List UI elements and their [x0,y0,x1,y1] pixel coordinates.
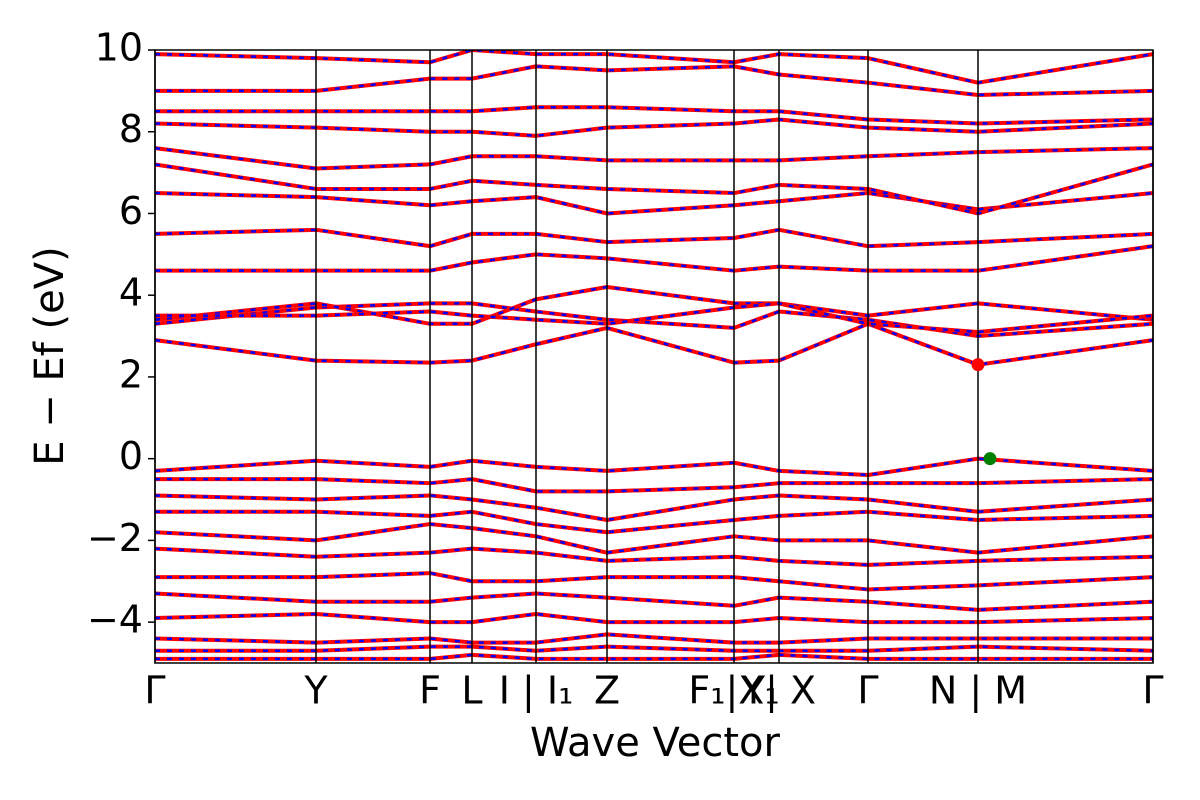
y-tick-label: 8 [119,107,143,151]
x-tick-label: Y [303,669,328,713]
band-line [155,227,1153,249]
x-tick-label: N | M [929,669,1027,714]
y-tick-label: −2 [87,516,143,560]
x-tick-label: Y| X [741,669,816,714]
band-line-dashed [155,228,1153,248]
y-axis-label: E − Ef (eV) [27,246,73,465]
y-tick-label: −4 [87,598,143,642]
band-line [155,493,1153,522]
band-line [155,191,1153,216]
y-tick-label: 0 [119,434,143,478]
band-line [155,477,1153,494]
x-tick-label: L [461,669,482,713]
band-line [155,571,1153,592]
band-line [155,652,1153,661]
band-line [155,611,1153,625]
plot-frame [154,49,1154,664]
band-line [155,509,1153,535]
band-line [155,644,1153,653]
x-tick-label: Γ [1142,669,1163,713]
band-line [155,244,1153,273]
y-tick-label: 6 [119,189,143,233]
x-axis-label: Wave Vector [530,720,781,766]
x-tick-label: I | I₁ [499,669,574,714]
band-edge-marker [971,358,985,372]
band-line [155,105,1153,126]
band-line [155,591,1153,612]
x-tick-label: F₁|X₁ [688,669,779,714]
band-line [155,64,1153,97]
band-line-dashed [155,50,1153,84]
band-line [155,146,1153,171]
y-tick-label: 10 [95,26,143,70]
x-tick-label: F [419,669,441,713]
band-line [155,632,1153,645]
y-tick-label: 2 [119,352,143,396]
x-tick-label: Γ [857,669,878,713]
x-tick-label: Γ [144,669,165,713]
plot-area [155,50,1153,661]
band-edge-marker [983,452,997,466]
x-tick-label: Z [594,669,620,713]
y-tick-label: 4 [119,271,143,315]
